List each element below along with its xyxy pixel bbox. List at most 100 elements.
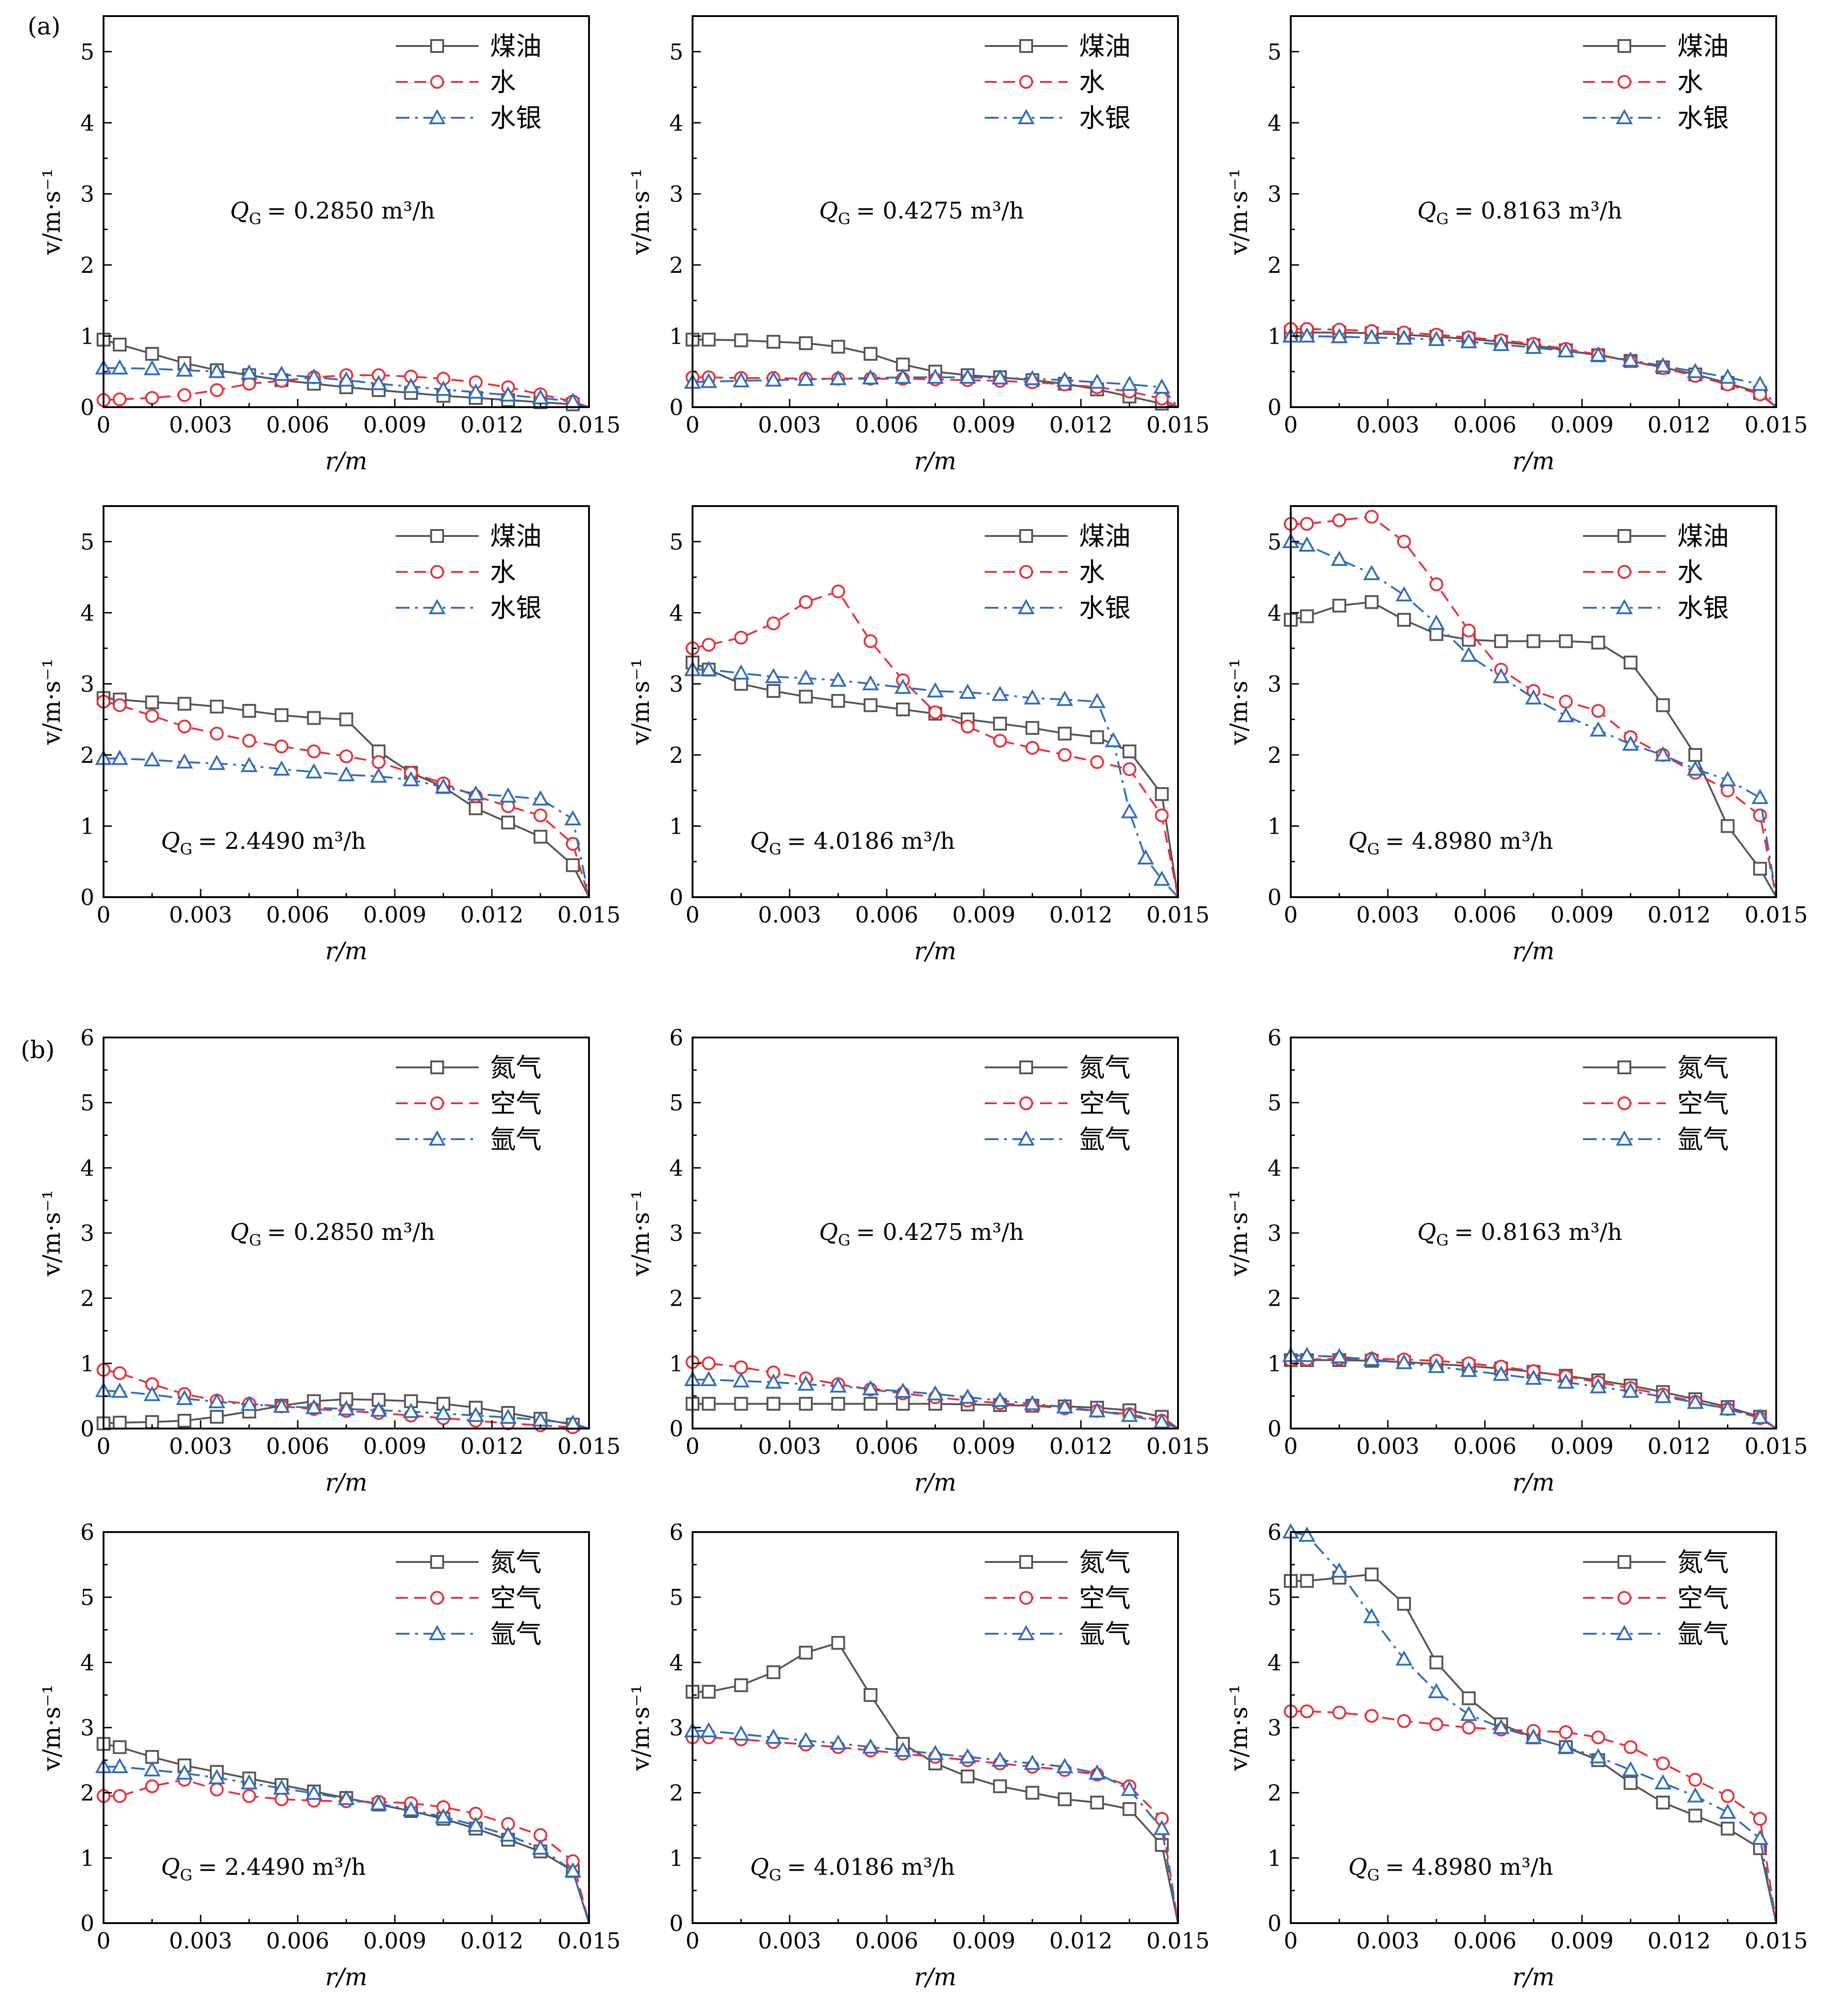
data-point [210, 1410, 224, 1424]
y-tick-label: 2 [80, 1286, 94, 1312]
data-point [1025, 1786, 1040, 1800]
data-point [894, 368, 912, 384]
data-point [1623, 1740, 1638, 1754]
data-point [831, 694, 845, 708]
data-point [1397, 613, 1411, 627]
data-point [1300, 609, 1314, 623]
data-point [533, 1828, 548, 1842]
data-point [338, 1400, 355, 1416]
y-tick-label: 2 [669, 1781, 683, 1806]
data-point [1090, 1795, 1104, 1809]
flow-rate-annotation: QG = 4.8980 m³/h [1348, 828, 1553, 859]
flow-rate-symbol: Q [1348, 828, 1367, 854]
data-point [111, 1383, 128, 1398]
x-tick-label: 0.009 [1550, 1434, 1613, 1459]
x-tick-label: 0.003 [758, 902, 821, 928]
data-point [799, 1397, 813, 1411]
data-point [1056, 1398, 1074, 1414]
data-point [959, 683, 976, 699]
y-tick-label: 2 [669, 1286, 683, 1312]
flow-rate-subscript: G [180, 840, 192, 859]
x-tick-label: 0.006 [266, 1928, 329, 1954]
y-tick-label: 5 [1267, 1090, 1282, 1116]
data-point [305, 1399, 323, 1414]
flow-rate-value: = 4.8980 m³/h [1385, 828, 1553, 854]
flow-rate-symbol: Q [161, 828, 180, 854]
data-point [1155, 808, 1169, 823]
x-tick-label: 0.012 [1049, 902, 1112, 928]
data-point [700, 661, 717, 676]
data-point [1331, 1348, 1348, 1364]
x-tick-label: 0.012 [460, 1928, 523, 1954]
x-tick-label: 0.006 [1453, 902, 1516, 928]
data-point [176, 361, 193, 377]
data-point [1332, 1706, 1346, 1720]
legend-label: 煤油 [1677, 522, 1729, 552]
x-tick-label: 0.003 [758, 1928, 821, 1954]
legend-label: 空气 [1079, 1584, 1131, 1613]
data-point [339, 712, 353, 726]
y-tick-label: 0 [669, 885, 683, 910]
data-point [1589, 346, 1607, 362]
data-point [1397, 1596, 1411, 1611]
x-tick-label: 0.012 [460, 1434, 523, 1459]
x-tick-label: 0.003 [169, 1928, 232, 1954]
data-point [1526, 634, 1541, 648]
data-point [1525, 689, 1542, 705]
data-point [1721, 1789, 1735, 1803]
x-axis-title: r/m [1513, 1964, 1555, 1991]
data-point [1654, 746, 1672, 761]
data-point [499, 1826, 517, 1842]
data-point [1656, 698, 1670, 712]
data-point [1688, 1809, 1703, 1823]
legend-marker [1019, 1060, 1033, 1074]
x-tick-label: 0 [97, 902, 111, 928]
legend-marker [430, 75, 444, 89]
data-point [1654, 1774, 1672, 1790]
data-point [145, 695, 159, 709]
flow-rate-subscript: G [769, 1866, 781, 1884]
data-point [1428, 614, 1445, 630]
flow-rate-symbol: Q [230, 197, 249, 224]
data-point [1153, 870, 1171, 886]
data-point [991, 686, 1009, 701]
series-3 [684, 368, 1179, 408]
legend-marker [428, 1625, 446, 1640]
data-point [533, 830, 548, 844]
data-point [733, 372, 750, 387]
data-point [1559, 695, 1573, 709]
data-point [1331, 1562, 1348, 1578]
data-point [1557, 342, 1575, 357]
data-point [1589, 721, 1607, 737]
y-tick-label: 5 [80, 529, 94, 555]
x-axis-title: r/m [325, 448, 368, 475]
subplot: 0 0.003 0.006 0.009 0.012 0.015 0 1 2 3 4 5 6 r/m v/m·… [38, 1025, 621, 1497]
y-axis-title: v/m·s⁻¹ [627, 1190, 655, 1277]
y-tick-label: 4 [669, 1155, 683, 1181]
data-point [113, 338, 127, 351]
x-tick-label: 0.012 [1647, 1434, 1710, 1459]
data-point [113, 1740, 127, 1754]
data-point [145, 391, 159, 405]
data-point [765, 668, 782, 683]
y-tick-label: 3 [1267, 1715, 1282, 1741]
data-point [863, 698, 878, 712]
data-point [1622, 1383, 1639, 1398]
data-point [702, 1356, 716, 1371]
data-point [1753, 862, 1767, 876]
data-point [1024, 1395, 1041, 1411]
data-point [991, 369, 1009, 385]
legend-marker [430, 1555, 444, 1569]
y-tick-label: 3 [669, 181, 683, 207]
data-point [1656, 1795, 1670, 1809]
data-point [1024, 370, 1041, 386]
data-point [1492, 1366, 1510, 1381]
data-point [338, 1790, 355, 1805]
data-point [862, 1738, 879, 1754]
x-tick-label: 0 [1284, 412, 1298, 438]
data-point [241, 1395, 258, 1411]
data-point [176, 753, 193, 769]
data-point [766, 617, 780, 630]
